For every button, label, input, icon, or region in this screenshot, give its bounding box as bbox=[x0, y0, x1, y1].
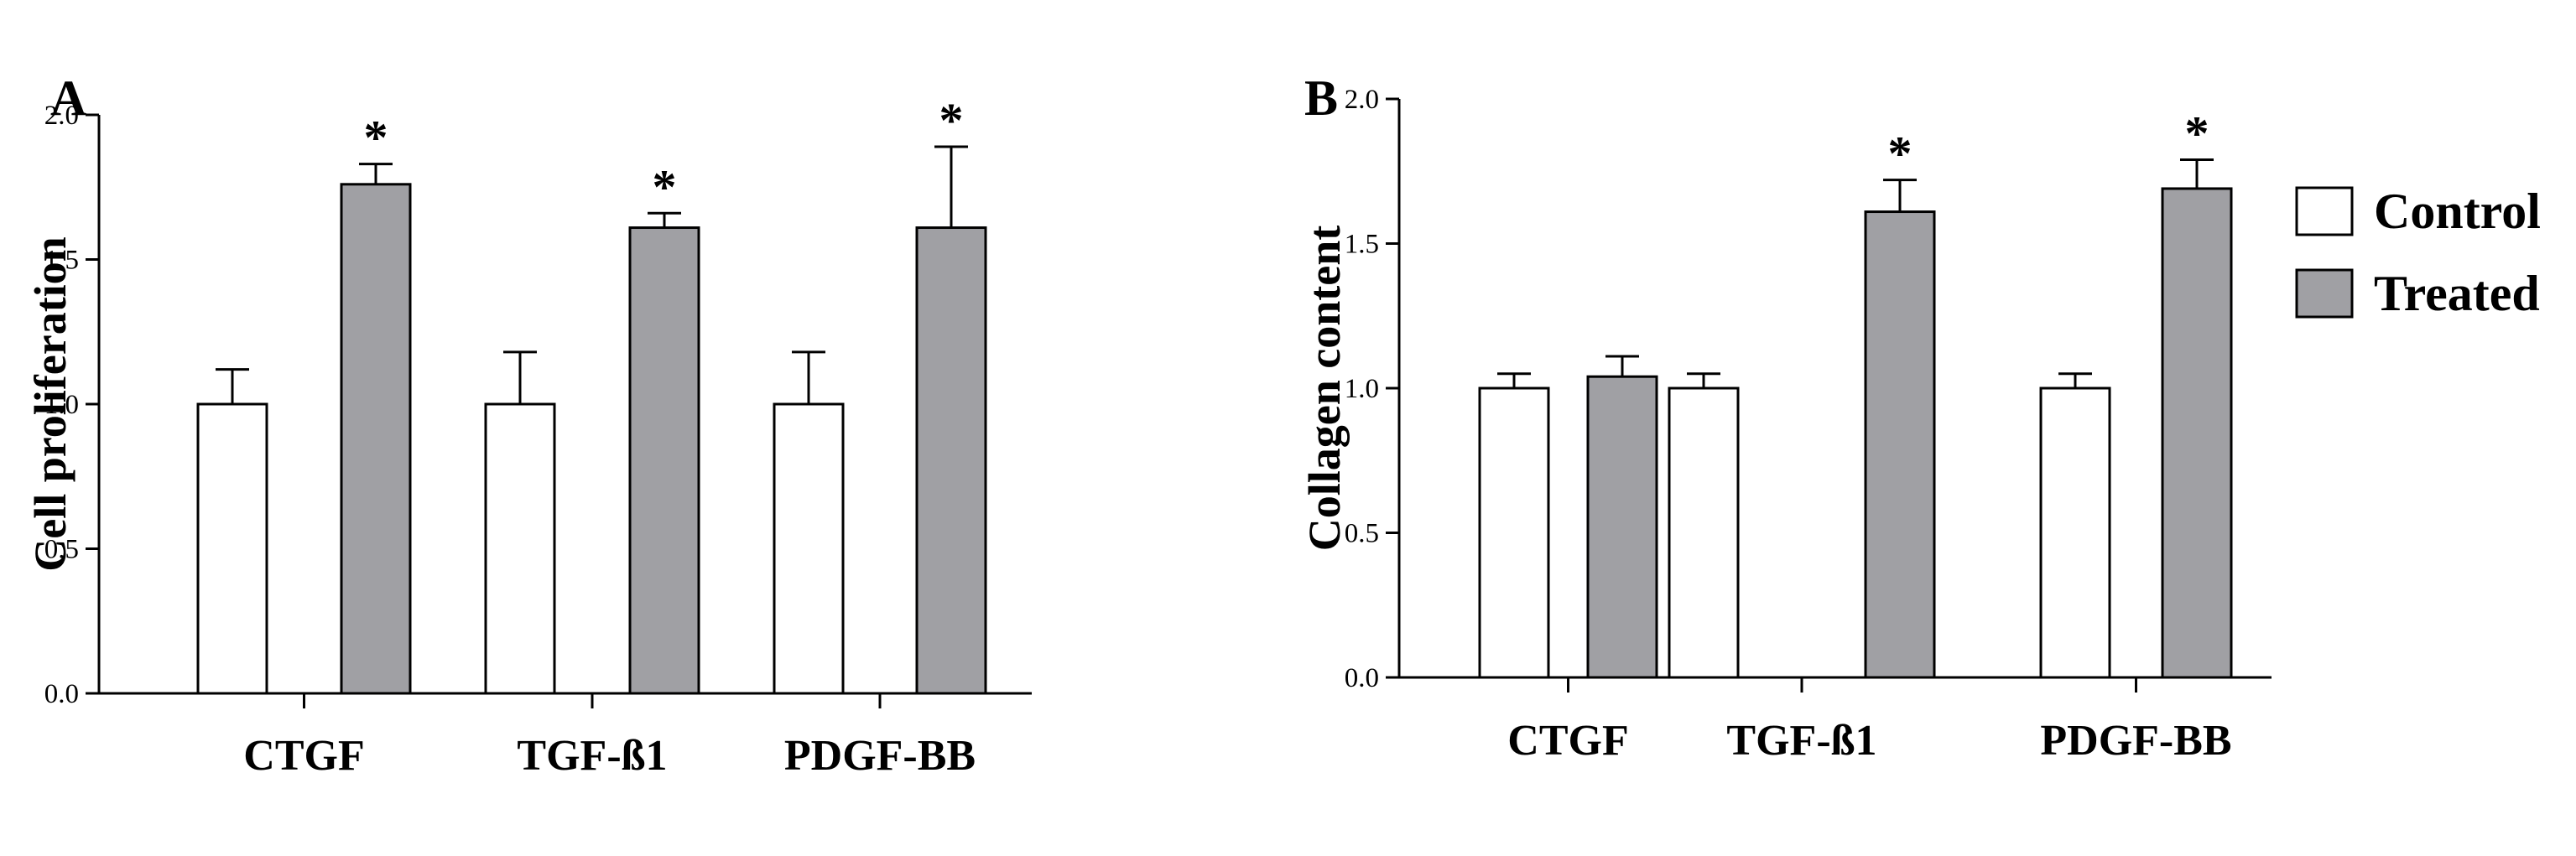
y-tick-label: 2.0 bbox=[1345, 85, 1379, 115]
panel-letter: A bbox=[50, 70, 86, 126]
significance-mark: * bbox=[1888, 127, 1912, 181]
x-category-label: PDGF-BB bbox=[2040, 717, 2231, 765]
x-category-label: TGF-ß1 bbox=[517, 732, 667, 780]
y-tick-label: 0.0 bbox=[44, 679, 79, 709]
x-category-label: CTGF bbox=[243, 732, 364, 780]
bar-control-ctgf bbox=[196, 402, 268, 695]
significance-mark: * bbox=[364, 111, 388, 165]
bar-control-ctgf bbox=[1478, 386, 1550, 679]
x-category-label: PDGF-BB bbox=[784, 732, 976, 780]
bar-treated-tgf-1 bbox=[628, 226, 700, 695]
y-tick-label: 1.5 bbox=[1345, 230, 1379, 260]
y-tick-label: 1.5 bbox=[44, 246, 79, 276]
panel-b: B 0.0 0.5 1.0 1.5 2.0 Collagen content CTGF * TGF… bbox=[1299, 70, 2272, 765]
bar-treated-tgf-1 bbox=[1864, 210, 1936, 679]
legend-label-control: Control bbox=[2374, 184, 2541, 239]
legend: Control Treated bbox=[2295, 184, 2541, 321]
bar-control-pdgf-bb bbox=[2039, 386, 2111, 679]
legend-label-treated: Treated bbox=[2374, 266, 2540, 321]
x-category-label: CTGF bbox=[1507, 717, 1628, 765]
y-tick-label: 1.0 bbox=[44, 390, 79, 420]
panel-a: A 0.0 0.5 1.0 1.5 2.0 Cell proliferation * CTGF *… bbox=[25, 70, 1032, 780]
bar-treated-pdgf-bb bbox=[2161, 187, 2233, 679]
y-tick-label: 0.5 bbox=[1345, 519, 1379, 549]
bar-treated-ctgf bbox=[340, 183, 412, 695]
y-tick-label: 0.0 bbox=[1345, 663, 1379, 693]
significance-mark: * bbox=[653, 159, 677, 214]
y-axis-title: Collagen content bbox=[1299, 226, 1350, 551]
y-axis-title: Cell proliferation bbox=[25, 236, 75, 571]
legend-swatch-control bbox=[2295, 186, 2354, 236]
y-tick-label: 2.0 bbox=[44, 101, 79, 131]
panel-letter: B bbox=[1304, 70, 1338, 126]
significance-mark: * bbox=[939, 93, 964, 148]
bar-treated-pdgf-bb bbox=[915, 226, 987, 695]
legend-swatch-treated bbox=[2295, 268, 2354, 319]
bar-control-pdgf-bb bbox=[773, 402, 845, 695]
x-category-label: TGF-ß1 bbox=[1726, 717, 1876, 765]
y-tick-label: 1.0 bbox=[1345, 374, 1379, 404]
y-tick-label: 0.5 bbox=[44, 535, 79, 565]
bar-control-tgf-1 bbox=[484, 402, 556, 695]
significance-mark: * bbox=[2185, 106, 2209, 160]
bar-control-tgf-1 bbox=[1668, 386, 1740, 679]
bar-treated-ctgf bbox=[1586, 375, 1658, 679]
